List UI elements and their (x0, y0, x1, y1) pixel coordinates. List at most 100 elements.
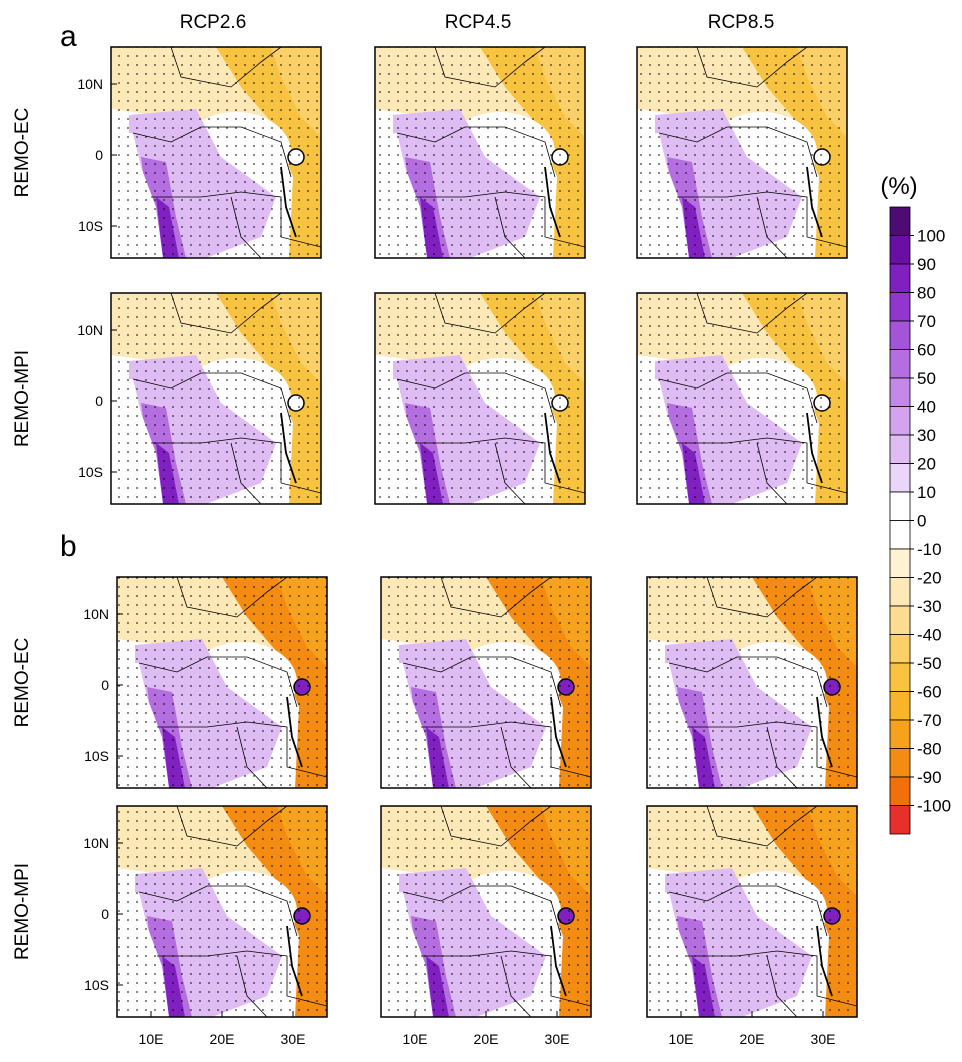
border (500, 726, 532, 788)
rift (816, 696, 833, 768)
border (687, 721, 857, 778)
border (766, 726, 798, 788)
map-panel (375, 47, 585, 258)
lat-label: 0 (101, 906, 109, 922)
border (440, 577, 552, 618)
lon-label: 10E (139, 1031, 164, 1047)
lon-label: 30E (545, 1031, 570, 1047)
colorbar-label: -50 (917, 654, 942, 673)
lat-label: 0 (95, 147, 103, 163)
border (396, 126, 556, 178)
rift (550, 925, 567, 997)
map-frame (110, 292, 322, 505)
map-panel (111, 293, 321, 504)
border (157, 721, 327, 778)
border (494, 196, 526, 258)
significance-dots (117, 577, 327, 788)
lat-label: 10S (78, 218, 103, 234)
colorbar-label: 90 (917, 255, 936, 274)
lat-label: 10N (83, 606, 109, 622)
lat-label: 10N (77, 322, 103, 338)
rift (816, 925, 833, 997)
border (766, 955, 798, 1017)
lat-label: 0 (101, 677, 109, 693)
lon-label: 10E (669, 1031, 694, 1047)
border (677, 191, 847, 248)
rift (806, 166, 823, 238)
colorbar-box (889, 662, 911, 692)
map-panel (381, 577, 591, 788)
border (706, 806, 818, 847)
lon-label: 20E (740, 1031, 765, 1047)
colorbar-box (889, 406, 911, 436)
significance-dots (111, 293, 321, 504)
map-panel (637, 293, 847, 504)
colorbar-label: -80 (917, 740, 942, 759)
colorbar-label: 50 (917, 369, 936, 388)
colorbar-label: 20 (917, 455, 936, 474)
border (132, 372, 292, 424)
border (494, 442, 526, 504)
border (696, 47, 808, 88)
border (230, 442, 262, 504)
border (421, 721, 591, 778)
map-panel (637, 47, 847, 258)
map-panel (117, 806, 327, 1017)
map-panel (111, 47, 321, 258)
border (170, 47, 282, 88)
border (132, 126, 292, 178)
border (157, 950, 327, 1007)
border (151, 191, 321, 248)
map-panel (647, 806, 857, 1017)
border (677, 437, 847, 494)
significance-dots (381, 577, 591, 788)
colorbar-box (889, 434, 911, 464)
rift (280, 166, 297, 238)
map-frame (636, 46, 848, 259)
colorbar-title: (%) (880, 173, 917, 200)
lon-label: 30E (811, 1031, 836, 1047)
map-frame (380, 576, 592, 789)
lat-label: 10S (84, 977, 109, 993)
colorbar-label: 30 (917, 426, 936, 445)
map-frame (374, 292, 586, 505)
colorbar-box (889, 263, 911, 293)
rift (544, 166, 561, 238)
border (138, 885, 298, 937)
column-title: RCP8.5 (708, 12, 775, 33)
significance-dots (375, 47, 585, 258)
significance-dots (637, 293, 847, 504)
colorbar-label: -60 (917, 683, 942, 702)
rift (286, 696, 303, 768)
border (415, 191, 585, 248)
colorbar-box (889, 292, 911, 322)
colorbar-box (889, 691, 911, 721)
lat-label: 0 (95, 393, 103, 409)
border (421, 950, 591, 1007)
colorbar-label: 0 (917, 512, 926, 531)
rift (544, 412, 561, 484)
border (415, 437, 585, 494)
colorbar-label: 80 (917, 284, 936, 303)
border (658, 372, 818, 424)
lon-label: 20E (474, 1031, 499, 1047)
border (396, 372, 556, 424)
map-frame (646, 576, 858, 789)
border (434, 293, 546, 334)
colorbar-label: -30 (917, 597, 942, 616)
colorbar-label: -10 (917, 540, 942, 559)
lat-label: 10S (78, 464, 103, 480)
map-frame (116, 576, 328, 789)
colorbar-box (889, 491, 911, 521)
colorbar-box (889, 320, 911, 350)
border (658, 126, 818, 178)
colorbar-box (889, 377, 911, 407)
significance-dots (637, 47, 847, 258)
row-label: REMO-MPI (12, 350, 33, 447)
colorbar-box (889, 748, 911, 778)
significance-dots (647, 577, 857, 788)
colorbar-box (889, 548, 911, 578)
map-panel (647, 577, 857, 788)
border (668, 885, 828, 937)
